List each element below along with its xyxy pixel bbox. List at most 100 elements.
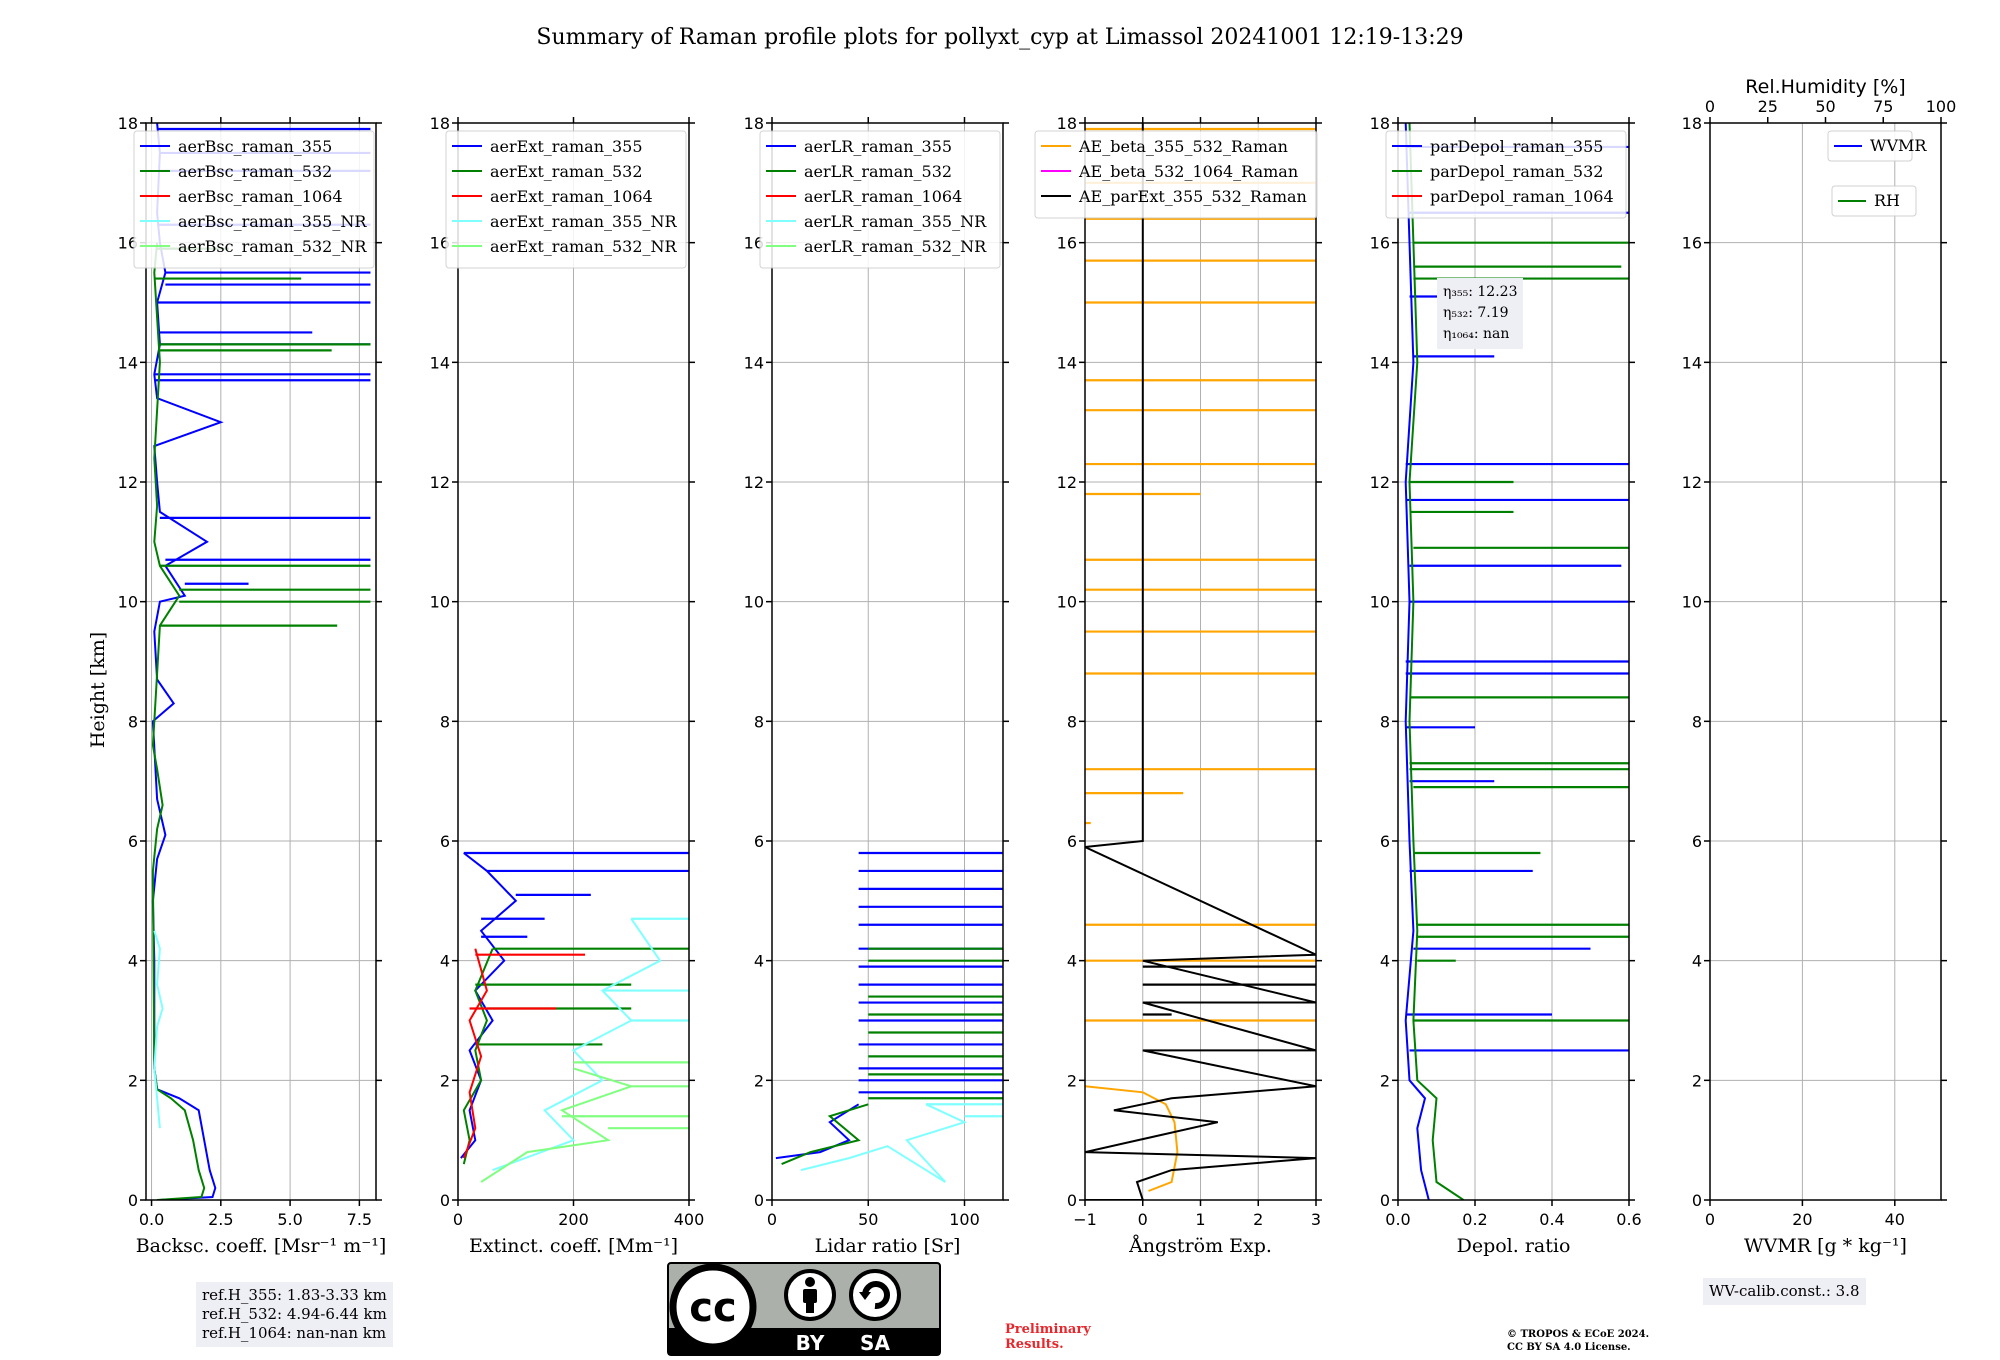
xtick-label-dep: 0.2 [1462,1210,1487,1229]
ytick-label-ae: 14 [1057,353,1077,372]
ytick-label-ae: 8 [1067,712,1077,731]
legend-label-bsc: aerBsc_raman_355 [178,137,332,156]
xtick-label-wv: 0 [1705,1210,1715,1229]
ytick-label-bsc: 6 [128,832,138,851]
ytick-label-lr: 10 [744,593,764,612]
ytick-label-lr: 18 [744,114,764,133]
xtick-label-ae: 3 [1311,1210,1321,1229]
ytick-label-ext: 16 [430,234,450,253]
legend-box-ext [445,130,687,269]
legend-label-ext: aerExt_raman_355 [490,137,643,156]
legend-label-ae: AE_parExt_355_532_Raman [1078,187,1307,206]
xtick-label-dep: 0.0 [1385,1210,1410,1229]
ytick-label-ext: 10 [430,593,450,612]
ytick-label-lr: 8 [754,712,764,731]
axes-frame-wv [1709,122,1942,1201]
ytick-label-wv: 12 [1682,473,1702,492]
copyright-line-1: © TROPOS & ECoE 2024. [1507,1329,1650,1340]
ytick-label-bsc: 2 [128,1071,138,1090]
xtick-label-bsc: 2.5 [208,1210,233,1229]
ytick-label-bsc: 12 [118,473,138,492]
figure-title: Summary of Raman profile plots for polly… [536,25,1463,50]
ytick-label-lr: 12 [744,473,764,492]
legend-label-bsc: aerBsc_raman_355_NR [178,212,367,231]
legend-label-dep: parDepol_raman_355 [1430,137,1603,156]
ytick-label-lr: 6 [754,832,764,851]
xtick-label-bsc: 7.5 [347,1210,372,1229]
ytick-label-ext: 12 [430,473,450,492]
ytick-label-ext: 4 [440,952,450,971]
ytick-label-ext: 2 [440,1071,450,1090]
ytick-label-wv: 6 [1692,832,1702,851]
ytick-label-ae: 2 [1067,1071,1077,1090]
ytick-label-dep: 14 [1370,353,1390,372]
svg-text:cc: cc [689,1285,736,1331]
legend-label-dep: parDepol_raman_1064 [1430,187,1614,206]
ytick-label-lr: 4 [754,952,764,971]
legend-label-lr: aerLR_raman_1064 [804,187,962,206]
legend-box-wv [1827,130,1913,162]
top-tick-label-wv: 100 [1926,97,1957,116]
series-line-parDepol_raman_532 [1408,123,1465,1200]
ytick-label-dep: 4 [1380,952,1390,971]
ytick-label-lr: 0 [754,1191,764,1210]
ytick-label-dep: 0 [1380,1191,1390,1210]
series-group-ae [1085,123,1316,1200]
ytick-label-dep: 18 [1370,114,1390,133]
series-group-ext [460,851,689,1183]
series-line-aerBsc_raman_355_NR [153,930,164,1129]
series-line-aerExt_raman_1064 [462,948,488,1159]
ytick-label-ae: 16 [1057,234,1077,253]
x-axis-label-bsc: Backsc. coeff. [Msr⁻¹ m⁻¹] [136,1235,387,1257]
series-group-dep [1404,123,1629,1200]
by-person-icon [784,1269,836,1321]
legend-label-lr: aerLR_raman_532_NR [804,237,987,256]
panel-bsc: 0 2 4 6 8 10 12 14 16 18 0.0 2.5 5.0 7.5 Backsc. coeff… [118,114,387,1257]
badge-sa-label: SA [860,1331,890,1355]
badge-by-label: BY [796,1331,825,1355]
series-line-aerBsc_raman_355 [151,123,224,1200]
ytick-label-ext: 8 [440,712,450,731]
xtick-label-dep: 0.6 [1616,1210,1641,1229]
top-tick-label-wv: 75 [1873,97,1893,116]
reference-height-box: ref.H_355: 1.83-3.33 km ref.H_532: 4.94-… [196,1282,393,1347]
legend-box-wv [1831,185,1917,217]
x-axis-label-ext: Extinct. coeff. [Mm⁻¹] [469,1235,678,1257]
eta-box: η₃₅₅: 12.23 η₅₃₂: 7.19 η₁₀₆₄: nan [1437,278,1524,349]
x-axis-label-lr: Lidar ratio [Sr] [815,1235,961,1257]
xtick-label-lr: 100 [949,1210,980,1229]
ytick-label-bsc: 10 [118,593,138,612]
ytick-label-ext: 14 [430,353,450,372]
legend-label-wv: RH [1874,191,1900,210]
series-line-aerExt_raman_532 [462,948,494,1165]
wv-calib-box: WV-calib.const.: 3.8 [1703,1278,1866,1305]
legend-label-bsc: aerBsc_raman_1064 [178,187,343,206]
series-line-aerBsc_raman_532 [151,242,206,1200]
ytick-label-ext: 18 [430,114,450,133]
preliminary-results-note: Preliminary Results. [1005,1322,1091,1352]
cc-icon: cc [669,1263,757,1351]
xtick-label-bsc: 5.0 [277,1210,302,1229]
top-tick-label-wv: 25 [1758,97,1778,116]
legend-label-ext: aerExt_raman_532_NR [490,237,678,256]
ytick-label-ae: 10 [1057,593,1077,612]
legend-label-lr: aerLR_raman_355 [804,137,952,156]
eta-355: η₃₅₅: 12.23 [1443,284,1518,300]
top-tick-label-wv: 50 [1815,97,1835,116]
sa-share-icon [849,1269,901,1321]
y-axis-label: Height [km] [87,632,109,748]
ytick-label-bsc: 0 [128,1191,138,1210]
xtick-label-ext: 200 [558,1210,589,1229]
ytick-label-wv: 14 [1682,353,1702,372]
ref-height-532: ref.H_532: 4.94-6.44 km [202,1305,387,1323]
legend-box-dep [1385,130,1627,219]
copyright-note: © TROPOS & ECoE 2024. CC BY SA 4.0 Licen… [1507,1328,1649,1354]
ytick-label-bsc: 8 [128,712,138,731]
ytick-label-wv: 8 [1692,712,1702,731]
ytick-label-ae: 18 [1057,114,1077,133]
series-line-AE_beta_355_532_Raman [1085,1085,1179,1192]
ytick-label-ae: 0 [1067,1191,1077,1210]
top-tick-label-wv: 0 [1705,97,1715,116]
legend-label-ext: aerExt_raman_355_NR [490,212,678,231]
ytick-label-bsc: 18 [118,114,138,133]
